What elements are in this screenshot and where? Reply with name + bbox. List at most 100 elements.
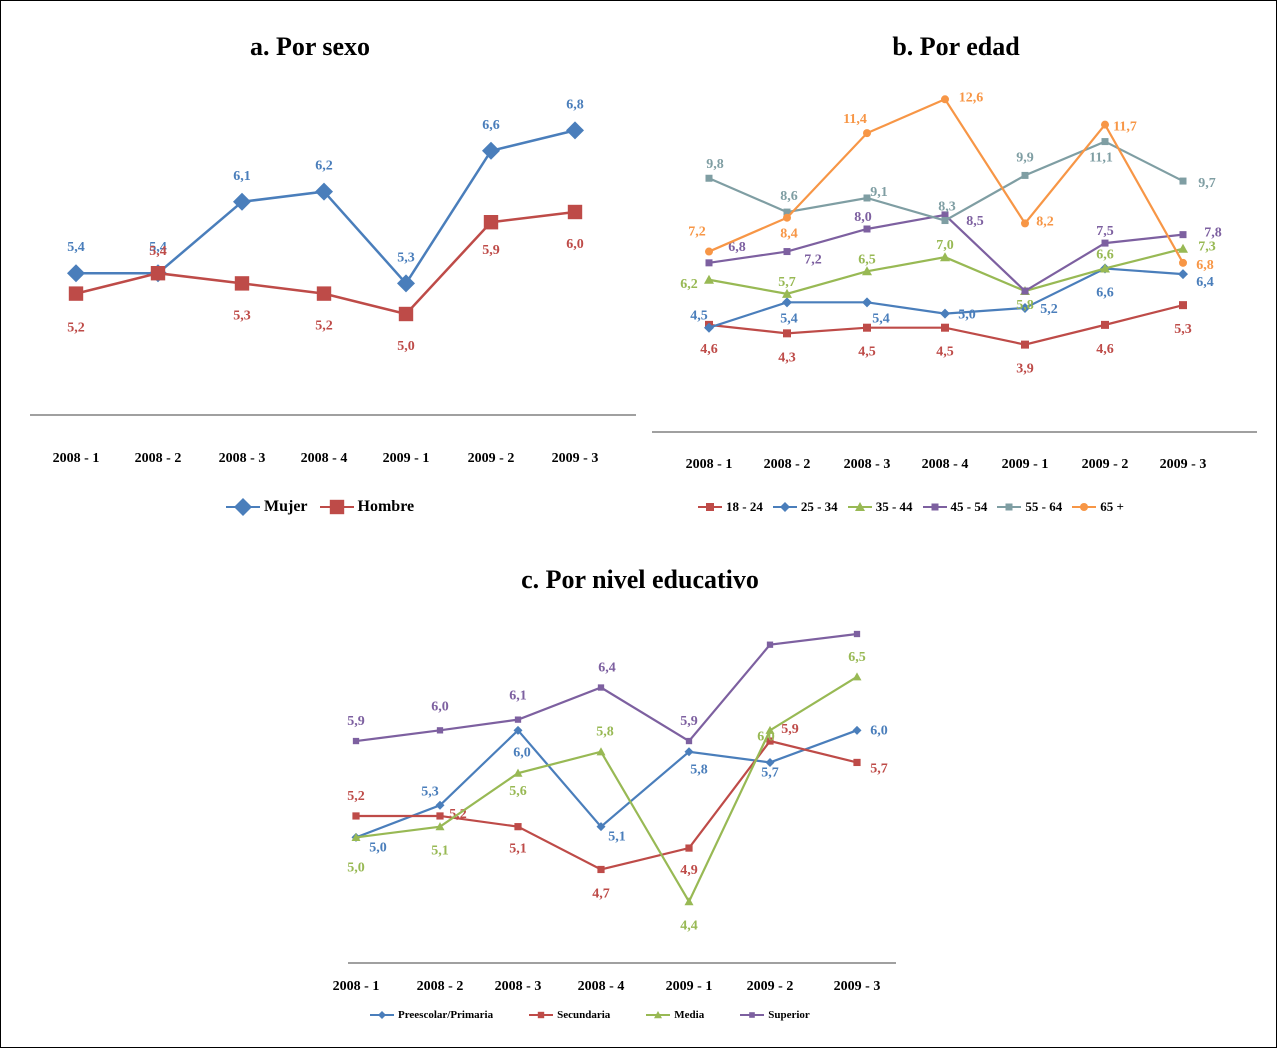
series-mujer: 5,4 5,46,16,25,36,66,8 [67,97,584,293]
legend-label: 45 - 54 [950,499,988,514]
data-label: 6,0 [757,729,775,744]
legend-edad: 18 - 24 25 - 34 35 - 44 45 - 54 55 - 64 65 + [698,498,1134,516]
legend-swatch [922,503,947,511]
legend-item: 45 - 54 [922,498,988,516]
data-label: 6,2 [315,159,333,174]
data-point [863,129,871,138]
data-point [940,308,950,319]
data-point [1179,231,1187,239]
legend-educativo: Preescolar/Primaria Secundaria Media Superi… [370,1006,846,1024]
x-tick-label: 2009 - 1 [383,451,430,466]
data-label: 7,2 [688,225,706,240]
data-label: 4,7 [592,886,610,901]
x-tick-label: 2008 - 2 [417,979,464,994]
data-label: 6,1 [509,689,527,704]
data-point [597,684,605,691]
data-label: 11,4 [843,112,867,127]
legend-swatch [226,498,260,516]
x-tick-label: 2008 - 1 [686,457,733,472]
data-point [398,306,414,322]
legend-marker [931,503,939,511]
data-point [1021,171,1029,179]
data-label: 5,3 [421,784,439,799]
legend-swatch [847,502,872,511]
data-point [941,217,949,225]
data-label: 6,6 [1096,247,1114,262]
data-point [685,844,693,852]
legend-marker [234,498,252,516]
data-label: 4,4 [680,919,698,934]
legend-marker [1080,503,1089,511]
data-label: 6,6 [482,118,500,133]
data-point [513,768,523,777]
data-point [514,823,522,831]
series-media: 5,0 5,1 5,6 5,8 4,4 6,0 6,5 [347,650,866,934]
data-point [863,194,871,202]
data-point [1020,302,1030,313]
legend-swatch [698,503,722,511]
data-label: 5,7 [778,275,796,290]
data-label: 5,7 [870,761,888,776]
x-tick-label: 2009 - 3 [834,979,881,994]
data-point [782,288,792,298]
data-label: 7,5 [1096,224,1114,239]
data-label: 5,4 [67,240,85,255]
x-tick-label: 2008 - 3 [219,451,266,466]
data-label: 6,0 [513,745,531,760]
legend-marker [537,1011,545,1019]
data-point [1101,138,1109,146]
x-tick-label: 2008 - 4 [922,457,969,472]
legend-sexo: Mujer Hombre [226,498,426,516]
data-point [766,641,774,648]
x-tick-label: 2008 - 4 [578,979,625,994]
data-label: 5,9 [781,722,799,737]
data-label: 9,9 [1016,150,1034,165]
data-label: 5,9 [347,714,365,729]
data-label: 5,8 [1016,298,1034,313]
data-label: 5,4 [149,244,167,259]
data-label: 8,4 [780,227,798,242]
legend-label: Hombre [357,498,415,515]
x-tick-label: 2008 - 2 [764,457,811,472]
data-point [862,297,872,308]
data-label: 9,7 [1198,176,1216,191]
data-point [567,204,583,220]
legend-marker [779,502,790,512]
data-point [941,95,949,104]
data-point [435,800,445,810]
series-18-24: 4,6 4,3 4,5 4,5 3,9 4,6 5,3 [700,301,1192,377]
legend-item: 55 - 64 [997,498,1062,516]
data-label: 5,2 [347,789,365,804]
data-label: 4,6 [1096,342,1114,357]
x-tick-label: 2008 - 4 [301,451,348,466]
data-label: 5,3 [397,250,415,265]
data-label: 6,5 [848,650,866,665]
legend-swatch [529,1011,554,1019]
x-tick-label: 2009 - 3 [552,451,599,466]
data-label: 8,0 [854,210,872,225]
x-tick-label: 2009 - 3 [1160,457,1207,472]
data-label: 11,7 [1113,120,1137,135]
data-point [352,737,360,745]
data-label: 4,9 [680,863,698,878]
data-point [704,322,714,333]
data-point [766,737,774,745]
series-superior: 5,9 6,0 6,1 6,4 5,9 [347,630,861,745]
data-label: 5,9 [482,243,500,258]
legend-item: 18 - 24 [698,498,763,516]
data-label: 4,6 [700,342,718,357]
x-tick-label: 2008 - 3 [844,457,891,472]
data-label: 8,5 [966,214,984,229]
data-point [67,264,85,283]
x-tick-label: 2009 - 2 [1082,457,1129,472]
data-label: 6,0 [870,723,888,738]
legend-label: Superior [768,1009,810,1021]
legend-marker [329,499,344,515]
legend-swatch [370,1011,394,1019]
data-label: 4,5 [858,345,876,360]
data-point [436,727,444,734]
chart-title-sexo: a. Por sexo [249,32,371,61]
data-point [941,323,949,332]
legend-label: Mujer [264,498,308,515]
data-point [233,192,251,211]
